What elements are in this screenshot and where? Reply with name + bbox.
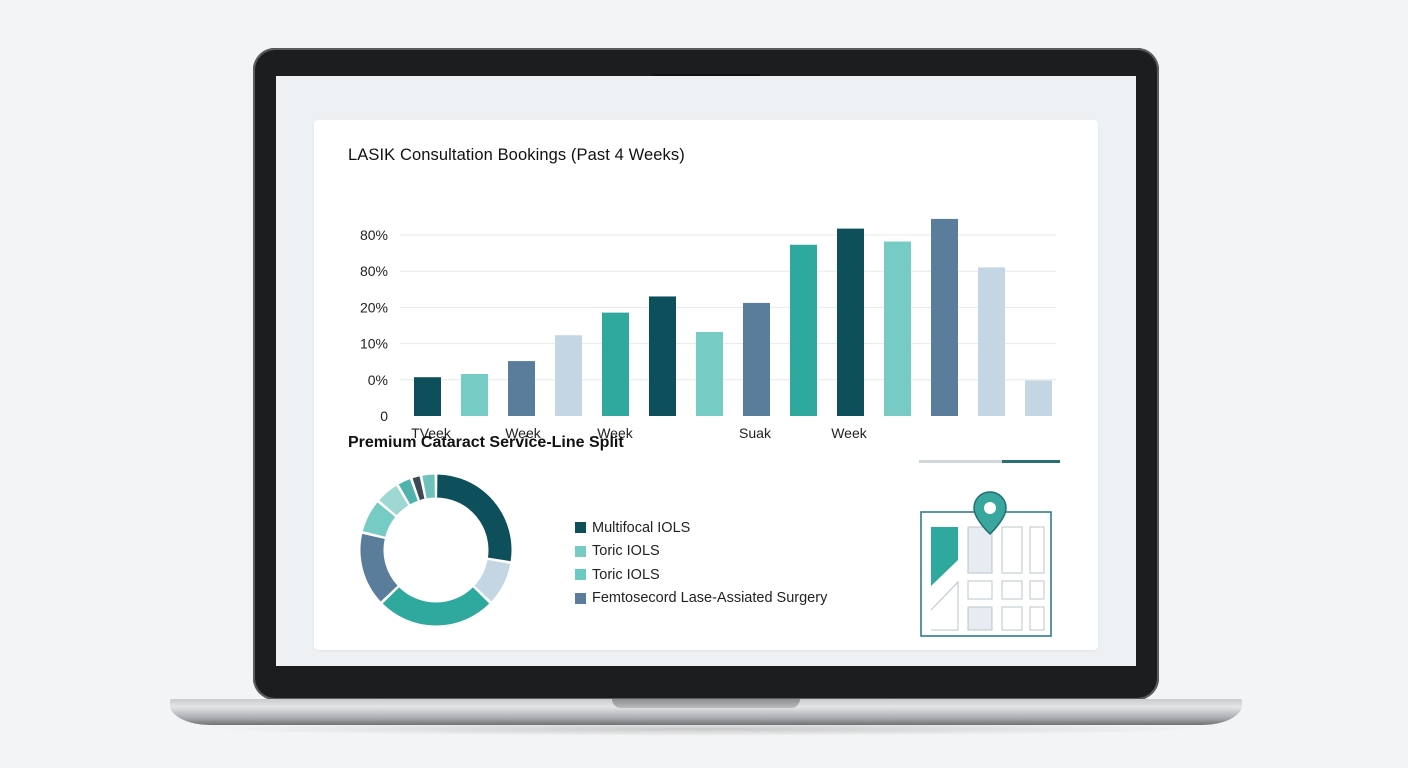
range-slider[interactable] [919,460,1060,463]
legend-item: Multifocal IOLS [575,516,827,540]
map-block [967,606,993,631]
bar [931,218,958,416]
bar [555,335,582,416]
map-block [1029,526,1045,574]
legend-label: Femtosecord Lase-Assiated Surgery [592,590,828,607]
legend-label: Multifocal IOLS [592,519,691,536]
map-region-highlight [931,527,958,586]
bar [978,267,1005,416]
bar [602,312,629,416]
legend-swatch [575,545,586,557]
map-road [930,580,959,631]
legend-swatch [575,592,586,604]
bar [837,228,864,416]
map-block [967,526,993,574]
bar [790,244,817,416]
y-tick-label: 0% [368,372,388,388]
legend-swatch [575,522,586,534]
legend-item: Toric IOLS [575,540,827,564]
legend-swatch [575,569,586,581]
x-tick-label: Week [505,425,542,441]
map-block [967,580,993,600]
map-block [1001,606,1023,631]
x-tick-label: Suak [739,425,772,441]
laptop-base [170,699,1242,725]
y-tick-label: 80% [360,227,388,243]
x-tick-label: TVeek [411,425,452,441]
map-block [1001,526,1023,574]
map-block [1029,606,1045,631]
legend-item: Femtosecord Lase-Assiated Surgery [575,587,827,611]
map-block [1029,580,1045,600]
laptop-base-notch [612,699,800,708]
bar-chart: 0 0% 10% 20% 80% 80% TVeek Week Week Suak Week [360,218,1056,441]
bar [743,302,770,416]
map-block [1001,580,1023,600]
bar [414,377,441,416]
y-tick-label: 20% [360,299,388,315]
donut-legend: Multifocal IOLS Toric IOLS Toric IOLS Fe… [575,516,827,610]
y-tick-label: 0 [380,408,388,424]
range-slider-fill [1002,460,1060,463]
bar [461,374,488,416]
legend-item: Toric IOLS [575,563,827,587]
y-tick-label: 10% [360,336,388,352]
y-tick-label: 80% [360,263,388,279]
donut-chart-title: Premium Cataract Service-Line Split [348,434,624,451]
laptop-screen: LASIK Consultation Bookings (Past 4 Week… [276,76,1136,666]
laptop-shadow [200,722,1210,736]
bar [649,296,676,416]
bar [1025,380,1052,416]
bar [696,332,723,416]
map-widget[interactable] [920,491,1052,637]
bar-chart-title: LASIK Consultation Bookings (Past 4 Week… [348,146,685,164]
dashboard-card: LASIK Consultation Bookings (Past 4 Week… [314,120,1098,650]
location-pin-icon[interactable] [973,491,1007,536]
x-tick-label: Week [831,425,868,441]
legend-label: Toric IOLS [592,566,660,583]
x-tick-label: Week [597,425,634,441]
legend-label: Toric IOLS [592,543,660,560]
bar [884,241,911,416]
bar [508,361,535,416]
